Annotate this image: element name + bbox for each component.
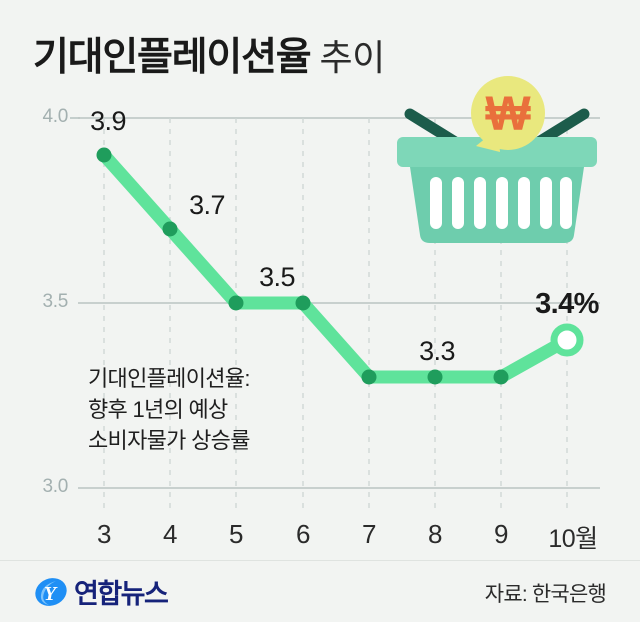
chart-annotation: 기대인플레이션율: 향후 1년의 예상 소비자물가 상승률 xyxy=(88,363,250,456)
y-tick-label-4-0: 4.0 xyxy=(42,106,68,127)
data-point-8 xyxy=(427,369,443,385)
x-tick-label-5: 5 xyxy=(229,519,243,549)
value-label-3: 3.9 xyxy=(90,106,126,136)
basket-slots xyxy=(430,177,572,229)
data-point-4 xyxy=(162,221,178,237)
data-point-6 xyxy=(295,295,311,311)
x-tick-label-9: 9 xyxy=(494,519,508,549)
x-tick-label-4: 4 xyxy=(163,519,177,549)
brand-name: 연합뉴스 xyxy=(74,579,169,609)
x-tick-label-3: 3 xyxy=(97,519,111,549)
x-tick-label-10: 10월 xyxy=(548,525,598,553)
data-point-10-highlight xyxy=(550,323,584,357)
shopping-basket-illustration: ₩ xyxy=(388,76,618,266)
x-tick-label-7: 7 xyxy=(362,519,376,549)
basket-rim xyxy=(397,137,597,167)
data-point-9 xyxy=(493,369,509,385)
title-main-text: 기대인플레이션율 xyxy=(33,36,312,79)
line-chart: 4.0 3.5 3.0 3.9 3.7 3.5 3.3 3.4% 3 4 5 6… xyxy=(42,106,600,553)
x-tick-label-6: 6 xyxy=(296,519,310,549)
data-markers xyxy=(96,147,584,385)
y-tick-label-3-5: 3.5 xyxy=(42,291,68,312)
won-speech-bubble-icon: ₩ xyxy=(471,76,545,152)
footer: Y 연합뉴스 자료: 한국은행 xyxy=(0,560,640,622)
value-label-5: 3.5 xyxy=(259,262,295,292)
x-tick-label-8: 8 xyxy=(428,519,442,549)
source-credit: 자료: 한국은행 xyxy=(484,583,607,606)
yonhap-swirl-icon: Y xyxy=(35,577,67,606)
chart-svg xyxy=(70,117,600,512)
data-line xyxy=(97,148,574,384)
value-label-4: 3.7 xyxy=(189,190,225,220)
title-sub-text: 추이 xyxy=(319,37,385,78)
footer-divider xyxy=(0,560,640,561)
won-symbol: ₩ xyxy=(485,88,531,141)
value-label-8: 3.3 xyxy=(419,336,455,366)
annotation-line-3: 소비자물가 상승률 xyxy=(88,428,250,453)
brand-logo[interactable]: Y 연합뉴스 xyxy=(34,572,169,611)
annotation-line-1: 기대인플레이션율: xyxy=(88,366,250,391)
page-title: 기대인플레이션율 추이 xyxy=(33,26,385,82)
value-label-10-highlight: 3.4% xyxy=(535,288,599,320)
data-point-5 xyxy=(228,295,244,311)
data-point-7 xyxy=(361,369,377,385)
svg-text:Y: Y xyxy=(44,583,58,605)
basket-svg: ₩ xyxy=(397,76,597,243)
annotation-line-2: 향후 1년의 예상 xyxy=(88,397,228,422)
data-point-3 xyxy=(96,147,112,163)
y-tick-label-3-0: 3.0 xyxy=(42,476,68,497)
